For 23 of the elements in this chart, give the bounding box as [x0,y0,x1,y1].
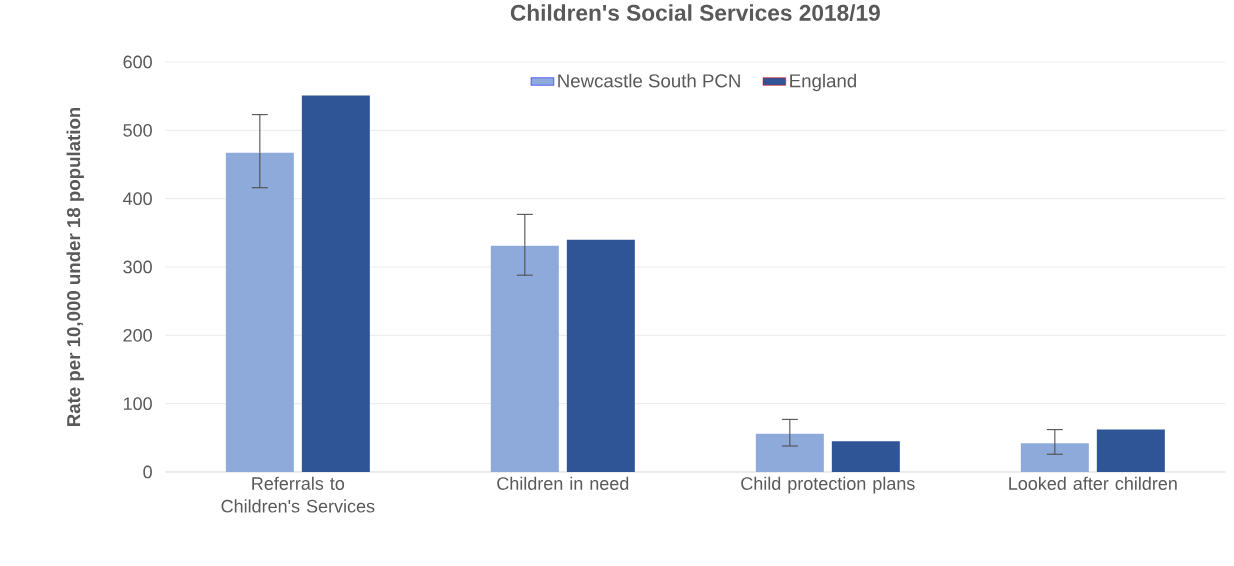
legend-label: England [790,73,856,92]
y-tick-label: 600 [123,55,152,69]
y-tick-label: 400 [123,192,152,206]
y-tick-label: 200 [123,328,152,342]
bar [755,433,824,472]
bar [490,245,559,472]
bar [1096,429,1165,472]
y-tick-label: 100 [123,397,152,411]
x-tick-label: Child protection plans [741,476,915,494]
chart-title: Children's Social Services 2018/19 [510,4,880,22]
y-tick-label: 500 [123,123,152,137]
x-tick-label: Children in need [497,476,629,490]
legend-label: Newcastle South PCN [558,73,740,88]
x-tick-label: Looked after children [1009,476,1177,490]
bar [566,239,635,472]
bar [225,152,294,472]
bar [301,95,370,472]
y-axis-title: Rate per 10,000 under 18 population [66,107,84,426]
y-tick-label: 0 [143,465,152,479]
bar [1020,443,1089,472]
x-tick-label: Referrals to Children's Services [221,476,375,513]
y-tick-label: 300 [123,260,152,274]
bar [831,441,900,472]
